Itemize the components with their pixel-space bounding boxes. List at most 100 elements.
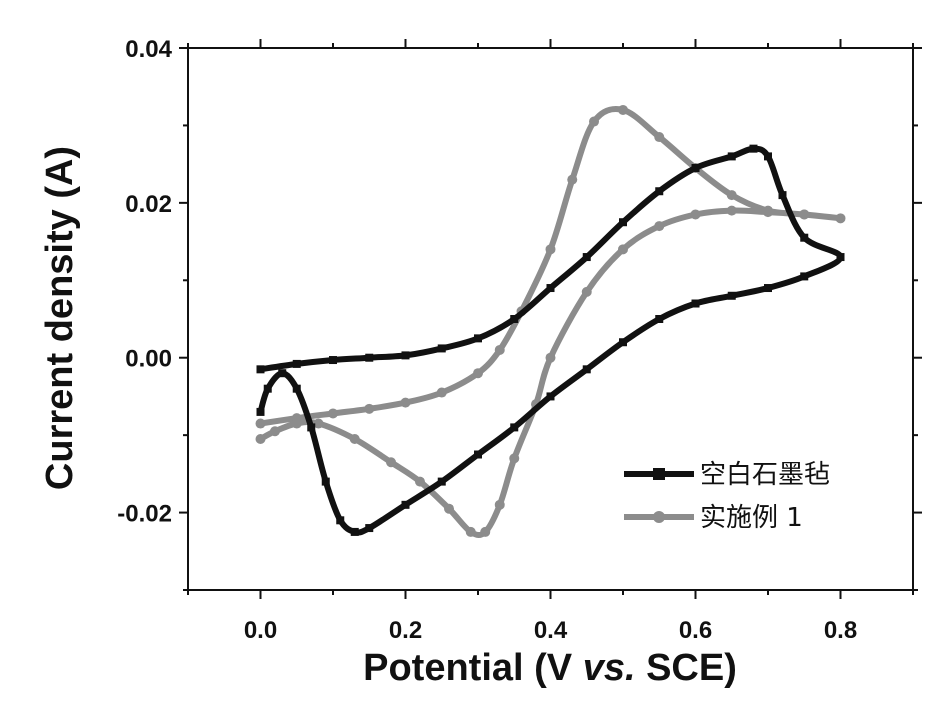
data-point bbox=[313, 418, 324, 429]
y-axis-title: Current density (A) bbox=[39, 146, 81, 490]
data-point bbox=[619, 218, 627, 227]
data-point bbox=[436, 387, 447, 398]
tick-labels: 0.0 0.2 0.4 0.6 0.8 -0.02 0.00 0.02 0.04 bbox=[117, 36, 857, 644]
data-point bbox=[509, 453, 520, 464]
legend-marker-square bbox=[653, 468, 665, 480]
y-tick-label: -0.02 bbox=[117, 501, 172, 528]
data-point bbox=[582, 253, 591, 262]
x-tick-label: 0.8 bbox=[824, 617, 857, 644]
series-blank-graphite-felt bbox=[256, 144, 845, 536]
data-point bbox=[255, 434, 266, 445]
data-point bbox=[278, 369, 287, 378]
data-point bbox=[350, 527, 359, 536]
data-point bbox=[618, 244, 628, 255]
data-point bbox=[292, 359, 301, 368]
y-tick-label: 0.00 bbox=[125, 346, 172, 373]
data-point bbox=[654, 221, 665, 232]
data-point bbox=[655, 187, 664, 196]
data-point bbox=[835, 213, 846, 224]
data-point bbox=[328, 408, 338, 419]
data-point bbox=[437, 477, 446, 486]
data-point bbox=[545, 244, 556, 255]
series-line bbox=[257, 145, 844, 536]
data-point bbox=[619, 338, 627, 347]
data-point bbox=[800, 272, 809, 281]
x-tick-label: 0.2 bbox=[389, 617, 422, 644]
data-point bbox=[307, 423, 316, 432]
data-point bbox=[727, 152, 736, 161]
data-point bbox=[474, 450, 482, 459]
data-point bbox=[336, 516, 345, 525]
data-point bbox=[654, 132, 665, 143]
data-point bbox=[255, 418, 266, 429]
data-point bbox=[836, 253, 845, 262]
legend: 空白石墨毡 实施例 1 bbox=[624, 460, 830, 533]
data-point bbox=[726, 190, 737, 201]
data-point bbox=[386, 457, 396, 468]
data-point bbox=[292, 384, 301, 393]
data-point bbox=[749, 144, 758, 153]
data-point bbox=[465, 526, 476, 537]
x-axis-title-prefix: Potential (V bbox=[363, 647, 583, 689]
x-tick-label: 0.4 bbox=[534, 617, 568, 644]
legend-entry-blank-graphite-felt: 空白石墨毡 bbox=[624, 460, 830, 490]
data-point bbox=[799, 209, 810, 220]
y-tick-label: 0.02 bbox=[125, 191, 172, 218]
data-point bbox=[727, 291, 736, 300]
data-point bbox=[618, 104, 628, 115]
data-point bbox=[437, 344, 446, 353]
data-point bbox=[764, 152, 772, 161]
data-point bbox=[329, 356, 337, 365]
x-axis-title-suffix: SCE) bbox=[636, 647, 737, 689]
legend-label-2: 实施例 1 bbox=[700, 503, 803, 533]
data-point bbox=[546, 392, 555, 401]
x-axis-title: Potential (V vs. SCE) bbox=[363, 647, 737, 689]
data-point bbox=[480, 526, 491, 537]
data-point bbox=[400, 397, 411, 408]
data-point bbox=[800, 233, 809, 242]
x-tick-label: 0.6 bbox=[679, 617, 712, 644]
data-point bbox=[726, 205, 737, 216]
data-point bbox=[589, 116, 599, 127]
data-point bbox=[763, 207, 773, 218]
data-point bbox=[401, 500, 410, 509]
data-point bbox=[510, 423, 519, 432]
legend-marker-circle bbox=[653, 511, 665, 523]
data-point bbox=[270, 426, 280, 437]
legend-entry-example-1: 实施例 1 bbox=[624, 503, 803, 533]
data-point bbox=[474, 334, 482, 343]
data-point bbox=[582, 365, 591, 374]
data-point bbox=[321, 477, 330, 486]
data-point bbox=[546, 284, 555, 293]
data-point bbox=[263, 384, 272, 393]
y-tick-label: 0.04 bbox=[125, 36, 172, 63]
plot-area bbox=[187, 47, 914, 591]
data-point bbox=[567, 174, 578, 185]
data-point bbox=[494, 499, 505, 510]
data-point bbox=[349, 434, 360, 445]
data-point bbox=[256, 407, 265, 416]
data-point bbox=[365, 524, 374, 533]
legend-label-1: 空白石墨毡 bbox=[700, 460, 830, 490]
data-point bbox=[778, 191, 787, 200]
data-point bbox=[510, 315, 519, 323]
data-point bbox=[655, 315, 664, 323]
data-point bbox=[690, 209, 701, 220]
data-point bbox=[581, 286, 592, 297]
data-point bbox=[494, 344, 505, 355]
data-point bbox=[444, 503, 454, 514]
data-point bbox=[365, 353, 374, 362]
tick-marks bbox=[179, 39, 922, 599]
x-tick-label: 0.0 bbox=[244, 617, 277, 644]
data-point bbox=[401, 351, 410, 360]
data-point bbox=[545, 352, 556, 363]
data-point bbox=[364, 403, 375, 414]
data-point bbox=[415, 476, 425, 487]
data-point bbox=[691, 299, 700, 308]
data-point bbox=[691, 164, 700, 173]
data-point bbox=[256, 365, 265, 374]
data-point bbox=[473, 368, 483, 379]
data-point bbox=[291, 418, 302, 429]
data-point bbox=[764, 284, 772, 293]
